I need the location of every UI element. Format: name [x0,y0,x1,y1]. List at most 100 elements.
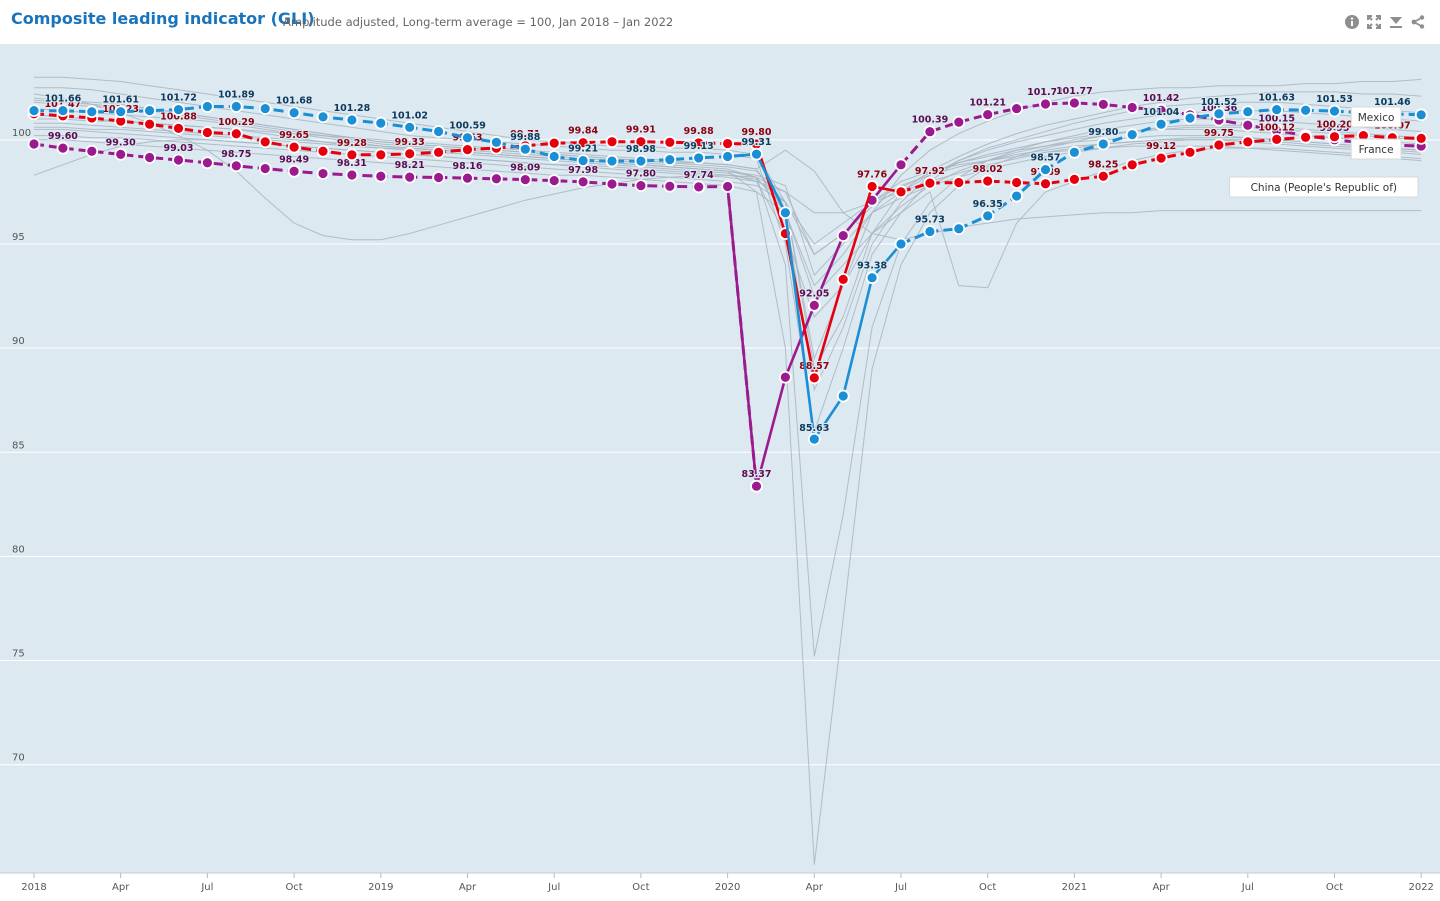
china-people-s-republic-of-point[interactable] [461,171,474,185]
mexico-point[interactable] [894,237,908,251]
france-point[interactable] [952,176,966,189]
china-people-s-republic-of-point[interactable] [229,159,243,173]
china-people-s-republic-of-point[interactable] [779,370,792,384]
china-people-s-republic-of-point[interactable] [85,144,99,158]
mexico-point[interactable] [229,100,243,113]
france-point[interactable] [1096,169,1110,183]
mexico-point[interactable] [489,135,503,149]
china-people-s-republic-of-point[interactable] [172,153,185,167]
france-point[interactable] [1010,176,1023,189]
china-people-s-republic-of-point[interactable] [489,172,503,186]
china-people-s-republic-of-point[interactable] [605,177,619,191]
share-icon[interactable] [1409,12,1427,32]
france-point[interactable] [345,148,359,162]
france-point[interactable] [576,136,590,150]
mexico-point[interactable] [518,142,532,156]
china-people-s-republic-of-point[interactable] [345,168,359,182]
france-point[interactable] [287,140,301,154]
france-point[interactable] [1241,135,1255,149]
france-point[interactable] [923,176,937,190]
france-point[interactable] [1154,151,1168,165]
china-people-s-republic-of-point[interactable] [750,479,763,493]
china-people-s-republic-of-point[interactable] [836,229,850,243]
france-point[interactable] [721,137,734,150]
china-people-s-republic-of-point[interactable] [27,137,41,151]
mexico-point[interactable] [634,154,648,168]
mexico-point[interactable] [172,103,185,117]
france-point[interactable] [1212,138,1226,152]
china-people-s-republic-of-point[interactable] [807,299,821,312]
mexico-point[interactable] [1039,163,1052,176]
france-point[interactable] [634,135,648,149]
mexico-point[interactable] [345,113,359,127]
mexico-point[interactable] [865,271,879,285]
china-people-s-republic-of-point[interactable] [721,180,734,193]
mexico-point[interactable] [258,102,272,115]
china-people-s-republic-of-point[interactable] [576,175,590,189]
france-point[interactable] [836,272,850,286]
china-people-s-republic-of-point[interactable] [143,151,157,164]
china-people-s-republic-of-point[interactable] [403,170,417,184]
france-point[interactable] [1068,172,1081,186]
china-people-s-republic-of-point[interactable] [1010,102,1023,115]
france-point[interactable] [374,148,388,162]
mexico-point[interactable] [56,104,70,118]
china-people-s-republic-of-point[interactable] [56,141,70,155]
france-point[interactable] [229,127,243,141]
france-point[interactable] [1183,145,1197,159]
mexico-point[interactable] [1414,108,1428,122]
france-point[interactable] [547,136,561,150]
download-icon[interactable] [1387,12,1405,32]
mexico-point[interactable] [923,225,937,238]
china-people-s-republic-of-point[interactable] [634,179,648,193]
mexico-point[interactable] [85,105,99,119]
mexico-point[interactable] [576,154,590,168]
mexico-point[interactable] [114,105,128,119]
china-people-s-republic-of-point[interactable] [287,164,301,178]
china-people-s-republic-of-point[interactable] [1125,101,1139,114]
france-point[interactable] [1125,158,1139,172]
france-point[interactable] [1270,132,1284,146]
china-people-s-republic-of-point[interactable] [1068,96,1081,110]
france-point[interactable] [807,371,821,385]
mexico-point[interactable] [1270,103,1284,117]
china-people-s-republic-of-point[interactable] [1154,103,1168,117]
mexico-point[interactable] [143,104,157,118]
mexico-point[interactable] [981,209,995,223]
mexico-point[interactable] [1154,117,1168,131]
mexico-point[interactable] [461,131,474,145]
mexico-point[interactable] [663,153,677,167]
mexico-point[interactable] [316,110,330,124]
france-point[interactable] [663,135,677,149]
mexico-point[interactable] [1328,104,1341,118]
mexico-point[interactable] [1096,137,1110,151]
france-point[interactable] [172,121,185,135]
fullscreen-icon[interactable] [1365,12,1383,32]
france-point[interactable] [605,135,619,149]
mexico-point[interactable] [750,147,763,161]
china-people-s-republic-of-point[interactable] [923,125,937,139]
france-point[interactable] [143,117,157,131]
china-people-s-republic-of-point[interactable] [1241,118,1255,132]
china-people-s-republic-of-point[interactable] [663,179,677,193]
france-point[interactable] [461,143,474,157]
mexico-point[interactable] [1068,145,1081,159]
france-point[interactable] [403,147,417,161]
mexico-point[interactable] [1241,105,1255,119]
france-point[interactable] [1414,131,1428,145]
china-people-s-republic-of-point[interactable] [432,171,446,184]
france-point[interactable] [1039,177,1052,191]
france-point[interactable] [865,180,879,193]
china-people-s-republic-of-point[interactable] [1096,98,1110,111]
china-people-s-republic-of-point[interactable] [200,156,214,170]
france-point[interactable] [432,145,446,159]
mexico-point[interactable] [547,150,561,163]
mexico-point[interactable] [374,116,388,130]
mexico-point[interactable] [1183,111,1197,125]
france-point[interactable] [258,135,272,149]
france-point[interactable] [200,126,214,139]
china-people-s-republic-of-point[interactable] [547,174,561,188]
mexico-point[interactable] [807,432,821,446]
china-people-s-republic-of-point[interactable] [316,167,330,180]
china-people-s-republic-of-point[interactable] [518,173,532,186]
